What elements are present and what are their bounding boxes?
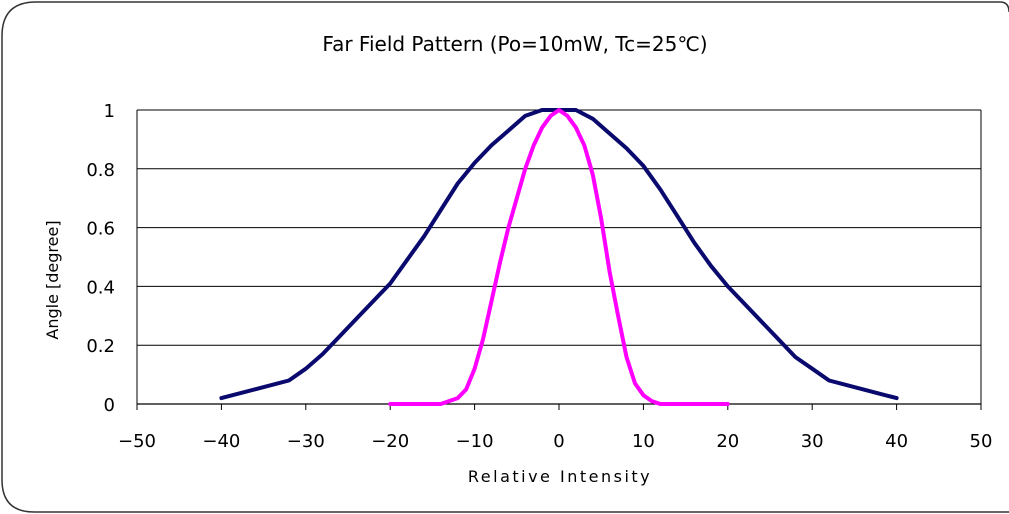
x-tick-label: −20 [371,431,409,452]
grid [137,109,981,346]
x-tick-label: 10 [632,431,655,452]
x-tick-label: 20 [716,431,739,452]
axes [136,110,982,410]
x-axis-title: Relative Intensity [468,467,652,486]
y-tick-label: 0.2 [86,336,115,357]
y-tick-label: 0.4 [86,277,115,298]
y-axis-title: Angle [degree] [43,220,62,339]
x-tick-label: −10 [456,431,494,452]
y-tick-label: 0.6 [86,219,115,240]
tick-labels: 0 0.2 0.4 0.6 0.8 1 −50 −40 −30 −20 −10 0 10 20 30 40 50 [86,101,992,452]
chart-title: Far Field Pattern (Po=10mW, Tc=25℃) [322,32,707,56]
series-line-2 [388,108,730,406]
x-tick-label: 40 [885,431,908,452]
x-tick-label: 50 [970,431,993,452]
series-group [219,108,899,406]
y-tick-label: 0.8 [86,160,115,181]
x-tick-label: −40 [202,431,240,452]
y-tick-label: 1 [104,101,115,122]
y-tick-label: 0 [104,395,115,416]
x-tick-label: 0 [553,431,564,452]
x-tick-label: 30 [801,431,824,452]
x-tick-label: −50 [118,431,156,452]
x-tick-label: −30 [287,431,325,452]
series-line-1 [219,108,899,401]
